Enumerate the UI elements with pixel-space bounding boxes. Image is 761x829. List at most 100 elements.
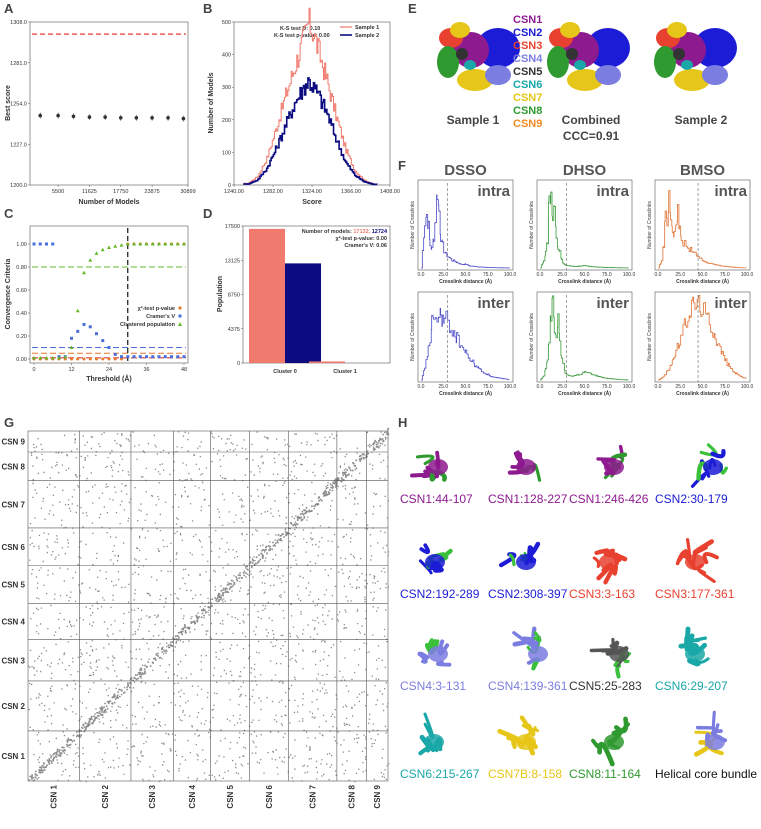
- chart-c-point-cramer: [88, 325, 92, 329]
- f-ylabel: Number of Crosslinks: [529, 313, 535, 361]
- f-histogram-line: [658, 294, 747, 381]
- chart-c-point-cramer: [176, 355, 180, 359]
- chart-c-point-chi: [88, 357, 92, 361]
- chart-c-point-pop: [138, 242, 143, 246]
- h-label: CSN4:3-131: [400, 679, 466, 693]
- f-xlabel: Crosslink distance (Å): [439, 278, 492, 285]
- chart-a-ytick: 1200.0: [10, 183, 27, 189]
- chart-c-point-chi: [76, 357, 80, 361]
- chart-c-xtick: 0: [32, 367, 35, 373]
- chart-a-xtick: 17750: [113, 189, 128, 195]
- chart-b-series-1: [243, 7, 378, 185]
- f-xtick: 100.0: [504, 272, 517, 278]
- ks-d: K-S test D: 0.10: [280, 26, 320, 32]
- h-structure: [693, 710, 728, 757]
- g-col-label: CSN 7: [309, 784, 318, 808]
- g-row-label: CSN 8: [1, 462, 25, 471]
- chart-b: Score Number of Models K-S test D: 0.10 …: [208, 7, 400, 206]
- chart-a-point: [181, 116, 186, 121]
- g-col-label: CSN 3: [148, 784, 157, 808]
- g-row-label: CSN 7: [1, 500, 25, 509]
- chart-c-point-pop: [175, 242, 180, 246]
- panel-label-c: C: [4, 206, 14, 221]
- f-xtick: 50.0: [698, 384, 708, 390]
- f-xtick: 75.0: [720, 384, 730, 390]
- chart-c-point-cramer: [126, 355, 130, 359]
- h-structure: [418, 712, 444, 756]
- f-column-title: BMSO: [680, 162, 725, 179]
- panel-h-structures: CSN1:44-107 CSN1:128-227 CSN1:246-426 CSN2:…: [400, 443, 757, 781]
- f-xtick: 0.0: [655, 384, 662, 390]
- chart-d-bar-sample1: [249, 228, 285, 363]
- f-histogram-frame: [654, 179, 751, 271]
- d-annot-1: Number of models: 17132, 12724: [302, 229, 388, 235]
- chart-d-ytick: 8750: [228, 293, 240, 299]
- panel-label-b: B: [203, 1, 212, 16]
- legend-c-pop: Clustered population: [120, 322, 176, 328]
- chart-c-point-pop: [163, 242, 168, 246]
- chart-c-point-pop: [100, 247, 105, 252]
- chart-b-series-2: [243, 77, 378, 186]
- chart-c-ytick: 0.20: [16, 334, 27, 340]
- chart-c-point-chi: [82, 357, 86, 361]
- density-map-sample1: [437, 22, 520, 91]
- f-histogram-line: [421, 307, 510, 381]
- g-row-label: CSN 2: [1, 702, 25, 711]
- chart-c-point-pop: [107, 245, 111, 249]
- g-row-label: CSN 6: [1, 543, 25, 552]
- h-label: CSN5:25-283: [569, 679, 642, 693]
- chart-a-xtick: 30899: [180, 189, 195, 195]
- legend-c-chi: χ²-test p-value: [138, 305, 175, 312]
- f-histogram-frame: [536, 179, 633, 271]
- legend-csn6: CSN6: [513, 79, 542, 91]
- chart-c-point-pop: [88, 258, 93, 262]
- chart-c-point-cramer: [51, 242, 55, 246]
- f-xlabel: Crosslink distance (Å): [439, 390, 492, 397]
- g-col-label: CSN 1: [50, 784, 59, 808]
- chart-c-point-chi: [95, 357, 98, 361]
- g-row-label: CSN 3: [1, 656, 25, 665]
- h-label: CSN3:177-361: [655, 587, 735, 601]
- chart-c-point-cramer: [38, 242, 42, 246]
- chart-a-point: [103, 115, 107, 119]
- chart-c-point-pop: [125, 242, 130, 246]
- h-label: CSN8:11-164: [569, 767, 641, 781]
- chart-c-xtick: 12: [68, 367, 74, 373]
- chart-d-ytick: 17500: [225, 224, 240, 230]
- chart-a-point: [134, 116, 139, 120]
- f-xtick: 100.0: [741, 384, 754, 390]
- f-histogram-frame: [654, 291, 751, 383]
- legend-c-cramer: Cramer's V: [146, 314, 175, 320]
- panel-e-density-maps: CSN1 CSN2 CSN3 CSN4 CSN5 CSN6 CSN7 CSN8 …: [437, 14, 737, 143]
- chart-c-point-pop: [69, 345, 74, 349]
- g-col-label: CSN 5: [226, 784, 235, 808]
- chart-a-xtick: 11625: [82, 189, 97, 195]
- chart-c-point-cramer: [182, 355, 186, 359]
- h-label: CSN7B:8-158: [488, 767, 562, 781]
- d-annot-2: χ²-test p-value: 0.00: [336, 235, 387, 242]
- h-structure: [678, 626, 710, 667]
- f-histogram-line: [540, 191, 629, 269]
- panel-g-contact-map: CSN 1 CSN 1 CSN 2 CSN 2 CSN 3 CSN 3 CSN 4 CSN 4…: [1, 427, 390, 809]
- g-contact-points: [28, 427, 390, 783]
- f-histogram-frame: [536, 291, 633, 383]
- chart-a-xtick: 23875: [144, 189, 159, 195]
- chart-d-category: Cluster 0: [273, 369, 297, 375]
- chart-c-point-cramer: [132, 355, 136, 359]
- chart-b-xtick: 1366.00: [341, 189, 361, 195]
- chart-c-point-chi: [113, 357, 117, 361]
- legend-csn1: CSN1: [513, 14, 542, 26]
- h-label: CSN3:3-163: [569, 587, 635, 601]
- f-row-title: inter: [714, 295, 747, 312]
- g-col-label: CSN 8: [348, 784, 357, 808]
- chart-c-point-chi: [120, 357, 123, 361]
- chart-a-point: [71, 114, 76, 119]
- f-xtick: 25.0: [438, 384, 448, 390]
- chart-c-point-cramer: [170, 355, 173, 359]
- f-histogram-frame: [417, 179, 514, 271]
- f-histogram-frame: [417, 291, 514, 383]
- h-label: CSN2:30-179: [655, 492, 728, 506]
- f-xlabel: Crosslink distance (Å): [676, 390, 729, 397]
- chart-c-point-cramer: [82, 323, 86, 326]
